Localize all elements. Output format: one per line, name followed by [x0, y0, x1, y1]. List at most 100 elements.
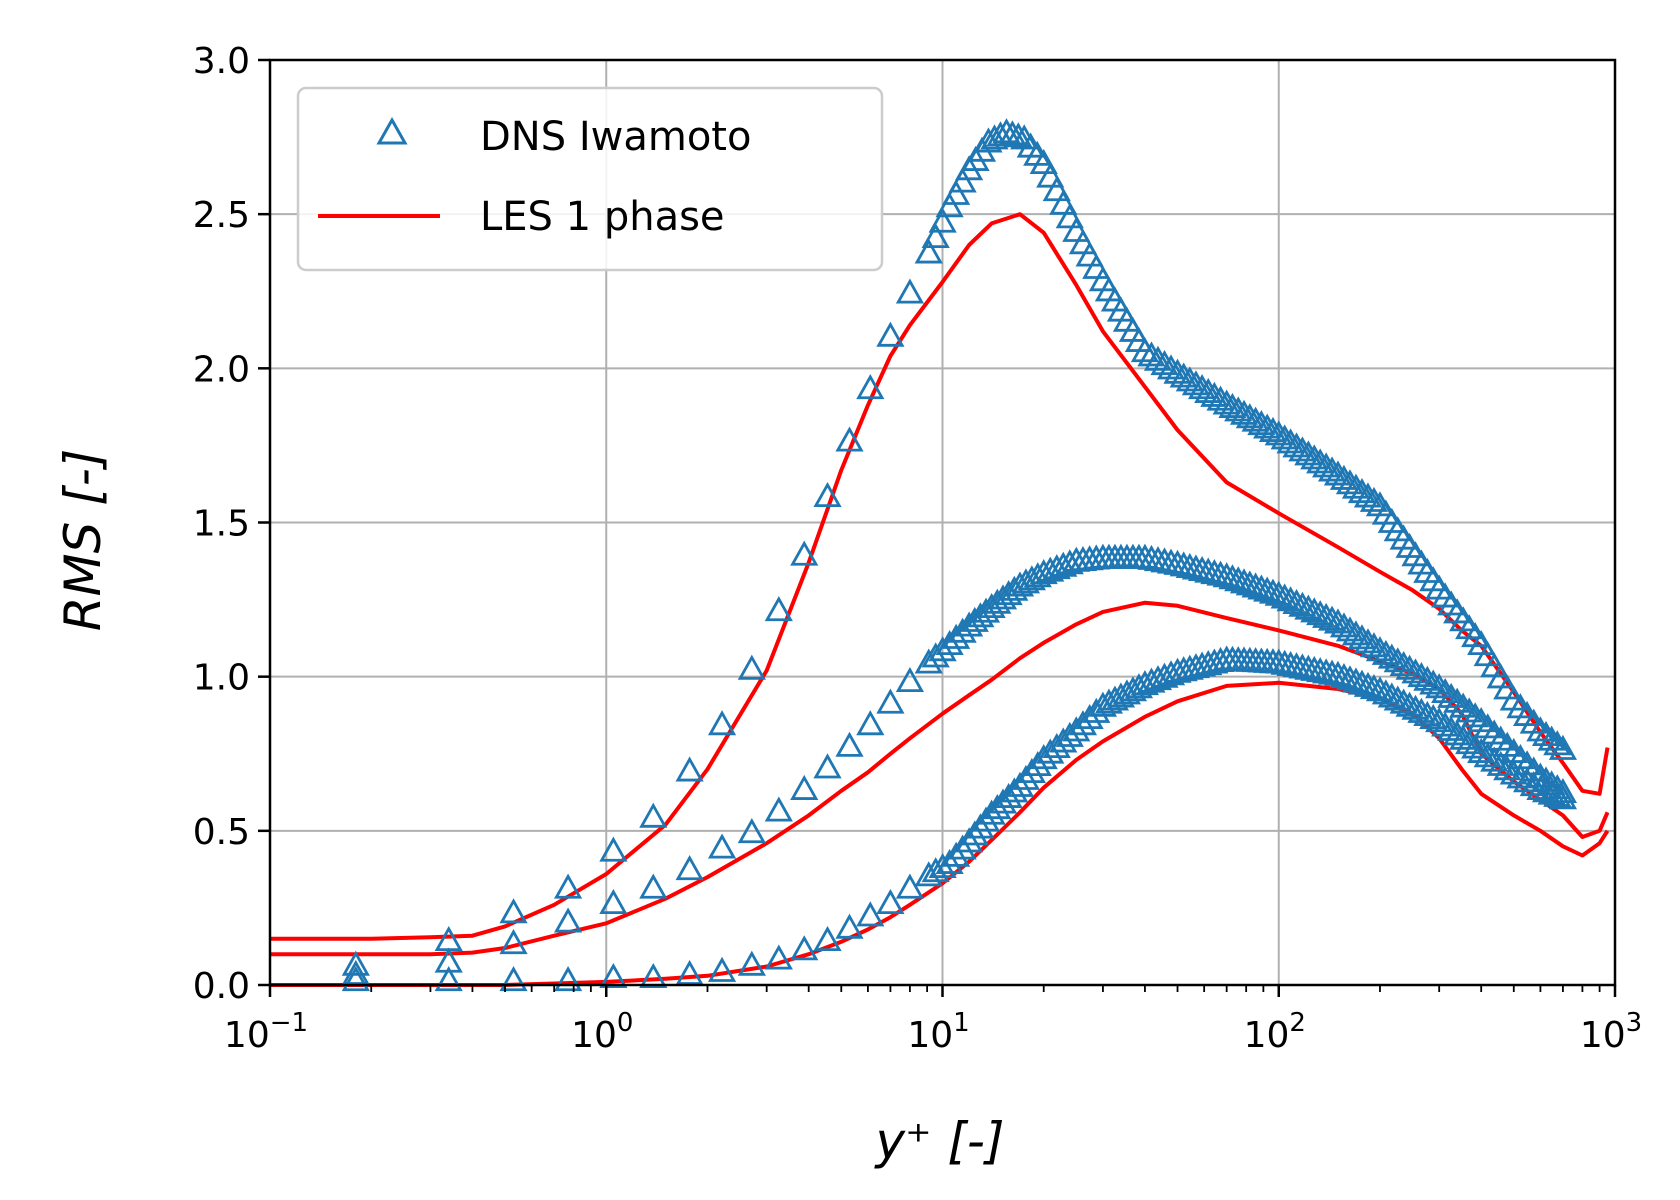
dns-marker — [1017, 565, 1046, 591]
dns-marker — [1371, 639, 1400, 665]
dns-marker — [948, 167, 977, 193]
dns-marker — [1062, 216, 1091, 242]
dns-marker — [1335, 665, 1365, 691]
dns-marker — [1206, 385, 1235, 411]
dns-marker — [434, 925, 463, 952]
dns-marker — [790, 935, 819, 961]
dns-marker — [1235, 403, 1264, 429]
dns-marker — [1023, 562, 1052, 588]
dns-marker — [737, 950, 766, 976]
dns-marker — [1365, 676, 1395, 702]
dns-marker — [1055, 203, 1084, 229]
dns-marker — [1175, 366, 1204, 392]
dns-marker — [1389, 688, 1418, 714]
legend-item-dns: DNS Iwamoto — [376, 114, 751, 160]
dns-marker — [971, 597, 1001, 623]
dns-marker — [1431, 711, 1460, 737]
dns-marker — [1449, 692, 1478, 718]
dns-marker — [1194, 557, 1223, 583]
dns-marker — [1224, 396, 1253, 422]
dns-marker — [1323, 660, 1353, 686]
x-tick-label: 101 — [907, 1008, 969, 1056]
dns-marker — [1425, 707, 1454, 733]
dns-marker — [1294, 440, 1323, 466]
dns-marker — [1011, 764, 1041, 790]
dns-marker — [434, 966, 463, 992]
dns-marker — [1407, 662, 1436, 688]
data-curves — [270, 118, 1610, 992]
dns-marker — [1526, 774, 1555, 800]
dns-marker — [1347, 478, 1377, 504]
dns-marker — [1312, 602, 1341, 628]
dns-marker — [639, 962, 668, 989]
dns-marker — [914, 648, 943, 674]
dns-marker — [983, 588, 1012, 614]
dns-marker — [1437, 715, 1466, 741]
dns-marker — [1413, 665, 1442, 691]
dns-marker — [977, 592, 1006, 619]
dns-marker — [1023, 750, 1052, 777]
dns-marker — [1467, 707, 1496, 733]
dns-marker — [813, 925, 842, 952]
dns-marker — [1169, 551, 1198, 577]
dns-marker — [341, 950, 370, 976]
dns-marker — [1194, 377, 1223, 403]
dns-marker — [1042, 176, 1071, 202]
dns-marker — [895, 666, 925, 693]
axis-ticks: 10−1 100 101 102 103 0.0 0.5 1.0 1.5 2.0 2.5 3.0 — [193, 41, 1642, 1056]
dns-marker — [1323, 608, 1353, 634]
dns-marker — [921, 222, 950, 249]
dns-marker — [1218, 564, 1247, 590]
dns-marker — [1499, 759, 1528, 785]
dns-marker — [1206, 560, 1235, 586]
dns-marker — [675, 959, 704, 985]
dns-marker — [1288, 591, 1317, 617]
dns-marker — [813, 753, 842, 779]
dns-marker — [1000, 777, 1029, 803]
dns-marker — [1075, 241, 1104, 267]
dns-marker — [1247, 410, 1276, 436]
dns-marker — [928, 636, 957, 662]
dns-marker — [1395, 654, 1424, 680]
dns-marker — [1335, 469, 1365, 495]
les-line — [270, 212, 1610, 941]
dns-marker — [1413, 700, 1442, 726]
dns-marker — [835, 426, 864, 452]
dns-marker — [1526, 716, 1555, 742]
dns-marker — [553, 873, 583, 899]
dns-marker — [599, 836, 628, 862]
dns-marker — [1506, 763, 1535, 789]
dns-marker — [856, 710, 885, 736]
dns-marker — [707, 710, 737, 736]
dns-marker — [1200, 559, 1229, 585]
dns-marker — [1181, 370, 1211, 396]
x-tick-label: 103 — [1580, 1008, 1642, 1056]
y-tick-label: 1.0 — [193, 658, 250, 699]
dns-marker — [1449, 724, 1478, 750]
dns-marker — [895, 873, 925, 899]
dns-marker — [1407, 697, 1436, 723]
dns-marker — [790, 774, 819, 800]
dns-marker — [1531, 720, 1561, 746]
dns-marker — [1276, 428, 1305, 454]
dns-marker — [935, 848, 964, 874]
dns-marker — [1389, 650, 1418, 676]
dns-marker — [1258, 578, 1288, 604]
dns-marker — [707, 956, 737, 982]
dns-marker — [1253, 576, 1282, 602]
dns-marker — [1270, 424, 1299, 450]
dns-marker — [955, 827, 984, 853]
dns-marker — [1437, 682, 1466, 708]
dns-marker — [1212, 389, 1241, 415]
dns-marker — [1247, 574, 1276, 600]
dns-marker — [1156, 354, 1186, 380]
dns-marker — [1353, 628, 1383, 654]
dns-marker — [1383, 647, 1412, 673]
y-tick-label: 0.5 — [193, 812, 250, 853]
dns-marker — [1401, 658, 1430, 684]
dns-marker — [1365, 636, 1395, 662]
dns-marker — [1005, 771, 1035, 797]
dns-marker — [764, 944, 793, 970]
dns-marker — [1264, 580, 1293, 606]
legend-item-les: LES 1 phase — [318, 194, 725, 240]
